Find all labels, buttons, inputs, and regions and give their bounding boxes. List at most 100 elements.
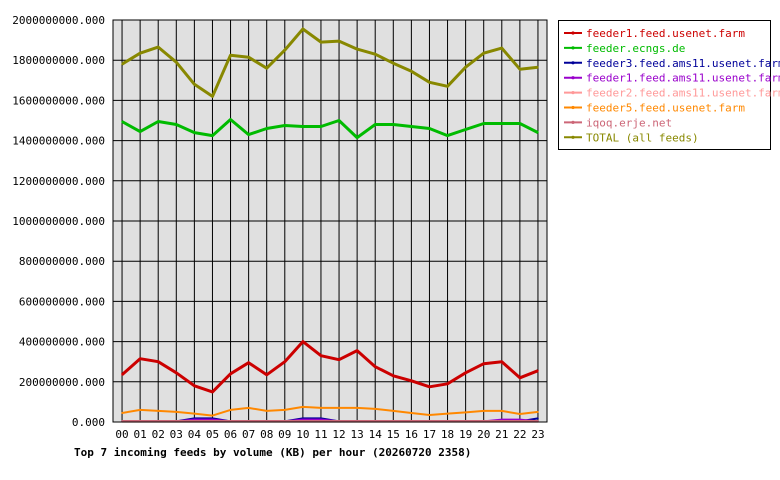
data-point [229,409,232,411]
data-point [482,122,485,125]
x-tick-label: 13 [351,428,364,441]
data-point [320,418,322,421]
data-point [302,406,304,408]
legend-label: feeder1.feed.ams11.usenet.farm [586,72,780,85]
data-point [121,412,123,414]
series-group [121,420,539,422]
x-tick-label: 11 [314,428,327,441]
x-tick-label: 07 [242,428,255,441]
legend: feeder1.feed.usenet.farm feeder.ecngs.de f… [558,20,780,150]
data-point [302,418,304,421]
data-point [139,52,141,54]
data-point [247,407,250,409]
data-point [374,365,377,368]
data-point [229,420,232,422]
data-point [464,420,467,422]
legend-item: TOTAL (all feeds) [564,131,699,144]
data-point [302,28,304,30]
data-point [265,410,268,412]
data-point [519,413,521,415]
series-group [121,405,539,417]
data-point [121,63,123,66]
x-tick-label: 18 [441,428,454,441]
data-point [537,411,539,413]
y-tick-label: 1000000000.000 [12,215,105,228]
data-point [482,362,485,365]
legend-marker [571,76,575,80]
data-point [500,122,503,125]
x-tick-label: 02 [152,428,165,441]
data-point [356,407,358,409]
data-point [320,407,322,409]
y-tick-label: 1400000000.000 [12,135,105,148]
data-point [193,418,196,421]
data-point [175,371,178,374]
x-tick-label: 01 [134,428,147,441]
data-point [193,385,196,387]
legend-item: feeder3.feed.ams11.usenet.farm [564,57,780,70]
data-point [338,407,340,409]
y-tick-label: 600000000.000 [19,295,105,308]
data-point [428,81,431,84]
data-point [482,410,485,412]
x-tick-label: 06 [224,428,237,441]
data-point [392,420,395,422]
legend-item: feeder5.feed.usenet.farm [564,102,745,115]
data-point [374,408,377,410]
x-tick-label: 04 [188,428,202,441]
data-point [392,374,395,377]
y-tick-label: 400000000.000 [19,336,105,349]
data-point [537,131,539,134]
data-point [519,420,521,422]
data-point [500,47,503,49]
data-point [537,420,539,422]
x-tick-label: 19 [459,428,472,441]
data-point [139,420,141,422]
chart-title: Top 7 incoming feeds by volume (KB) per … [74,446,471,459]
legend-marker [571,61,575,65]
data-point [374,53,377,55]
data-point [537,66,539,69]
legend-item: iqoq.erje.net [564,116,672,129]
data-point [229,54,232,56]
data-point [519,122,521,125]
series-line [121,118,539,140]
data-point [464,411,467,414]
legend-item: feeder1.feed.usenet.farm [564,27,745,40]
series-group [121,118,539,140]
data-point [338,420,340,422]
data-point [410,412,413,414]
legend-item: feeder.ecngs.de [564,42,685,55]
series-group [121,27,539,98]
x-tick-label: 03 [170,428,183,441]
x-tick-label: 10 [296,428,309,441]
data-point [283,420,286,422]
data-point [500,420,503,422]
data-point [464,66,467,69]
data-point [338,119,340,122]
data-point [302,340,304,343]
x-tick-label: 08 [260,428,273,441]
data-point [157,46,160,48]
data-point [428,420,431,422]
data-point [121,373,123,376]
series-line [121,405,539,417]
data-point [320,125,322,128]
data-point [500,360,503,363]
legend-label: feeder5.feed.usenet.farm [586,102,745,115]
x-tick-label: 12 [332,428,345,441]
y-tick-label: 1800000000.000 [12,54,105,67]
data-point [247,133,250,136]
data-point [247,56,250,58]
data-point [537,417,539,420]
data-point [211,134,214,137]
x-tick-label: 23 [531,428,544,441]
data-point [193,131,196,134]
series-line [121,27,539,98]
y-tick-label: 800000000.000 [19,255,105,268]
data-point [410,379,413,382]
data-point [482,52,485,54]
legend-label: feeder1.feed.usenet.farm [586,27,745,40]
data-point [211,418,214,421]
